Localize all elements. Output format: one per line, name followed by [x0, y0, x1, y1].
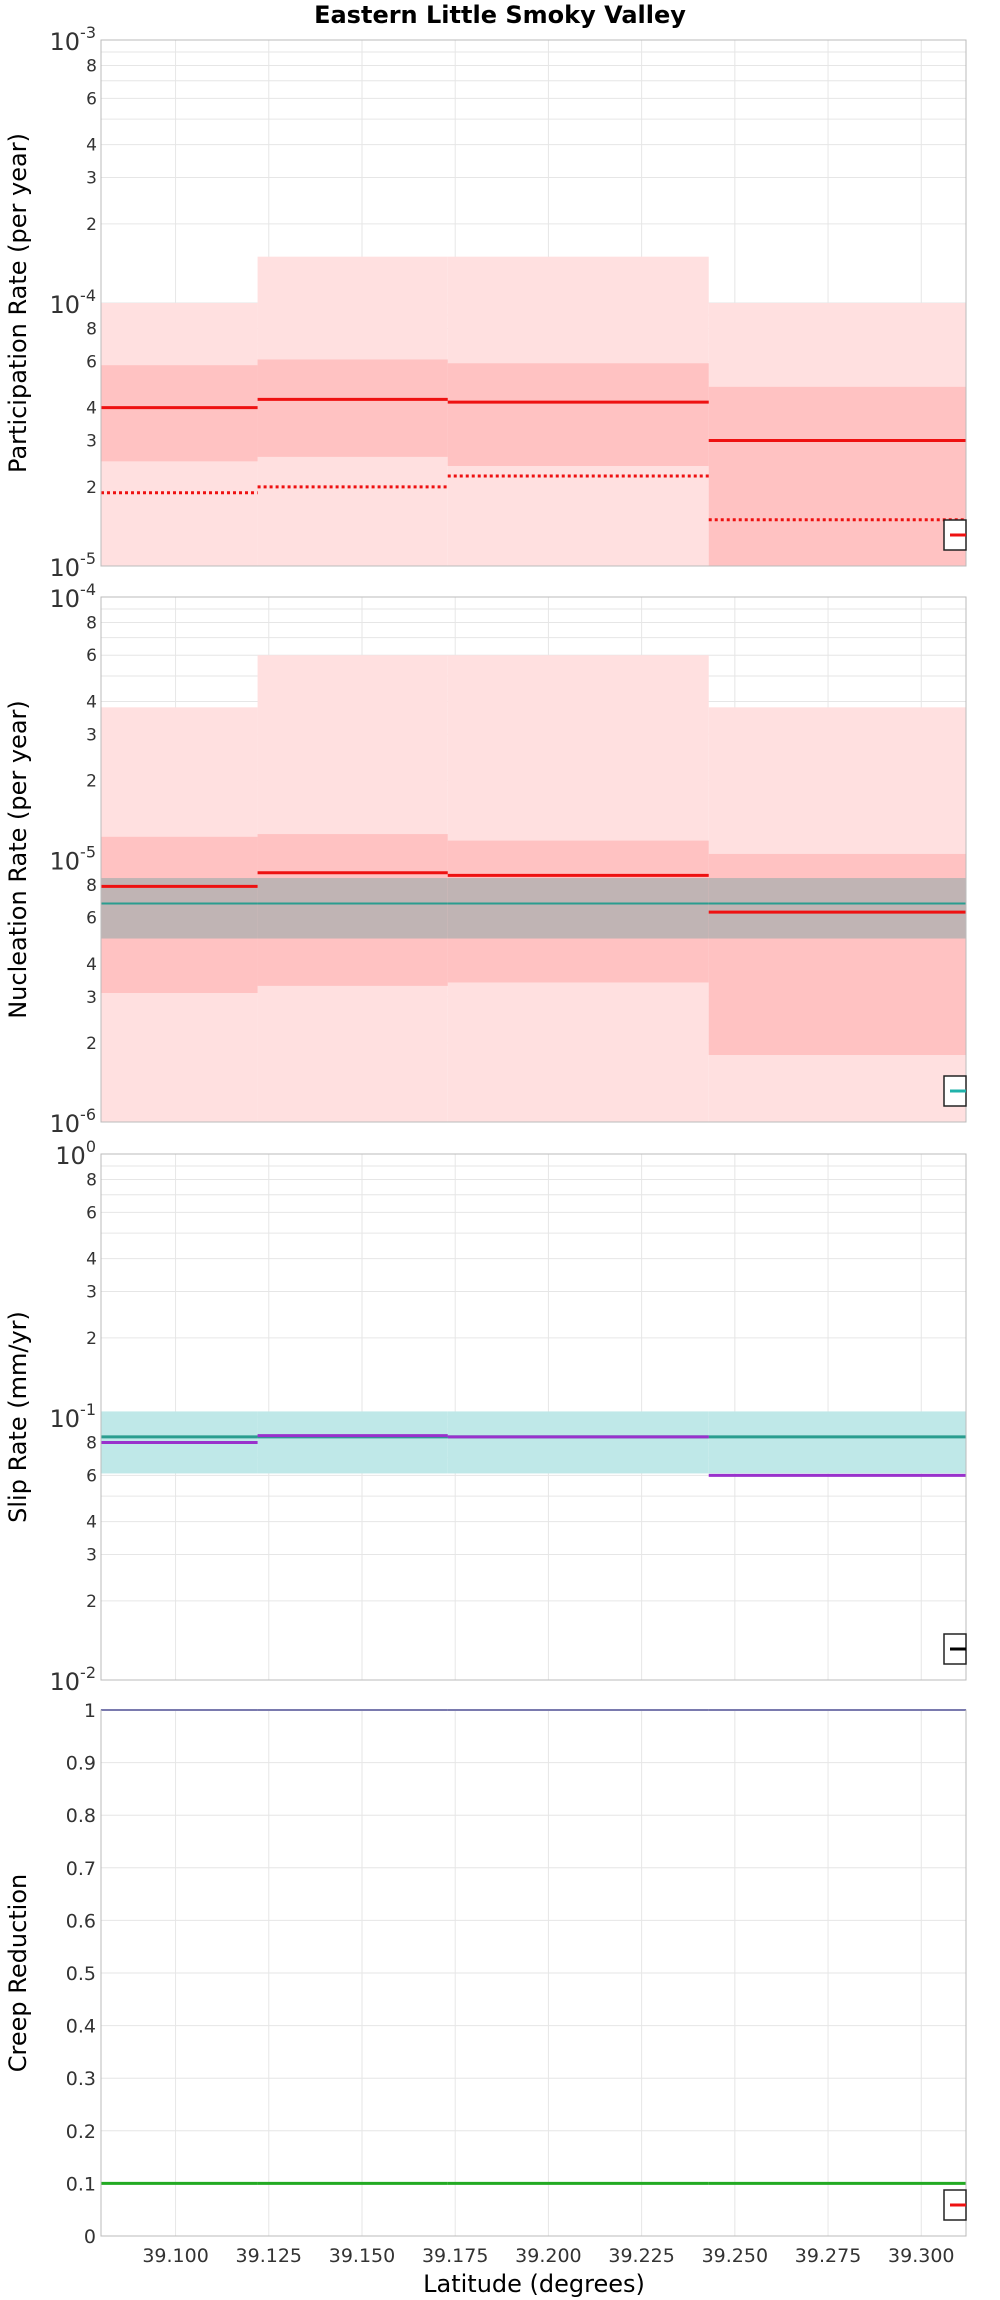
band-comparison-range — [447, 878, 709, 939]
y-tick-label: 2 — [86, 1592, 97, 1612]
y-tick-label: 4 — [86, 136, 97, 156]
y-tick-label: 8 — [86, 613, 97, 633]
panel-creep: 0 0.1 0.2 0.3 0.4 0.5 0.6 0.7 0.8 0.9 1 Creep Reduc… — [4, 1700, 967, 2267]
y-tick-label: 8 — [86, 1433, 97, 1453]
y-tick-label: 6 — [86, 646, 97, 666]
legend — [943, 2189, 967, 2221]
y-tick-label: 10-5 — [50, 843, 97, 876]
band-target-range — [447, 1411, 709, 1474]
y-tick-label: 4 — [86, 1513, 97, 1533]
x-tick-label: 39.300 — [888, 2245, 954, 2267]
x-tick-label: 39.150 — [329, 2245, 395, 2267]
y-tick-label: 4 — [86, 399, 97, 419]
band-comparison-range — [708, 878, 966, 939]
y-tick-label: 8 — [86, 56, 97, 76]
band-comparison-range — [101, 878, 258, 939]
y-axis-title: Nucleation Rate (per year) — [4, 700, 32, 1019]
y-tick-label: 4 — [86, 1250, 97, 1270]
y-tick-label: 100 — [55, 1137, 96, 1170]
x-tick-label: 39.225 — [608, 2245, 674, 2267]
y-tick-label: 3 — [86, 169, 97, 189]
y-tick-label: 3 — [86, 988, 97, 1008]
y-tick-label: 10-5 — [50, 549, 97, 582]
plot-frame — [100, 596, 967, 1123]
y-tick-label: 8 — [86, 876, 97, 896]
y-tick-label: 3 — [86, 725, 97, 745]
y-tick-label: 6 — [86, 1203, 97, 1223]
y-tick-label: 8 — [86, 1170, 97, 1190]
x-tick-label: 39.250 — [702, 2245, 768, 2267]
plot-frame — [100, 1709, 967, 2237]
y-tick-label: 10-1 — [50, 1400, 97, 1433]
y-tick-label: 0.6 — [66, 1910, 96, 1932]
y-tick-label: 10-6 — [50, 1105, 97, 1138]
x-tick-label: 39.200 — [515, 2245, 581, 2267]
x-tick-label: 39.175 — [422, 2245, 488, 2267]
y-tick-label: 4 — [86, 692, 97, 712]
band-inner-range — [101, 365, 258, 462]
y-tick-label: 2 — [86, 771, 97, 791]
y-tick-label: 10-4 — [50, 286, 97, 319]
y-tick-label: 2 — [86, 1034, 97, 1054]
plot-frame — [100, 39, 967, 567]
y-tick-label: 4 — [86, 955, 97, 975]
y-tick-label: 1 — [84, 1700, 96, 1722]
band-comparison-range — [257, 878, 448, 939]
x-tick-label: 39.125 — [236, 2245, 302, 2267]
y-tick-label: 0.3 — [66, 2068, 96, 2090]
band-inner-range — [708, 386, 966, 566]
band-inner-range — [447, 363, 709, 467]
legend — [943, 519, 967, 551]
band-target-range — [708, 1411, 966, 1474]
y-tick-label: 0.5 — [66, 1963, 96, 1985]
y-axis-title: Creep Reduction — [4, 1874, 32, 2072]
y-tick-label: 10-3 — [50, 23, 97, 56]
y-tick-label: 6 — [86, 909, 97, 929]
y-tick-label: 0.7 — [66, 1858, 96, 1880]
y-axis-title: Slip Rate (mm/yr) — [4, 1311, 32, 1523]
band-inner-range — [257, 359, 448, 457]
y-tick-label: 10-2 — [50, 1663, 97, 1696]
y-tick-label: 10-4 — [50, 580, 97, 613]
y-tick-label: 0 — [84, 2226, 96, 2248]
y-tick-label: 3 — [86, 1546, 97, 1566]
y-tick-label: 0.1 — [66, 2173, 96, 2195]
plot-frame — [100, 1153, 967, 1681]
chart-title: Eastern Little Smoky Valley — [314, 1, 686, 29]
y-tick-label: 0.8 — [66, 1805, 96, 1827]
y-tick-label: 2 — [86, 215, 97, 235]
y-tick-label: 3 — [86, 1283, 97, 1303]
legend — [943, 1633, 967, 1665]
y-tick-label: 2 — [86, 478, 97, 498]
y-tick-label: 3 — [86, 432, 97, 452]
y-axis-title: Participation Rate (per year) — [4, 133, 32, 473]
y-tick-label: 8 — [86, 319, 97, 339]
y-tick-label: 0.4 — [66, 2016, 96, 2038]
y-tick-label: 6 — [86, 352, 97, 372]
legend — [943, 1075, 967, 1107]
y-tick-label: 0.2 — [66, 2121, 96, 2143]
y-tick-label: 6 — [86, 89, 97, 109]
x-tick-label: 39.100 — [142, 2245, 208, 2267]
x-tick-label: 39.275 — [795, 2245, 861, 2267]
band-target-range — [257, 1411, 448, 1474]
y-tick-label: 6 — [86, 1466, 97, 1486]
y-tick-label: 2 — [86, 1329, 97, 1349]
y-tick-label: 0.9 — [66, 1753, 96, 1775]
x-axis-title: Latitude (degrees) — [423, 2270, 645, 2298]
